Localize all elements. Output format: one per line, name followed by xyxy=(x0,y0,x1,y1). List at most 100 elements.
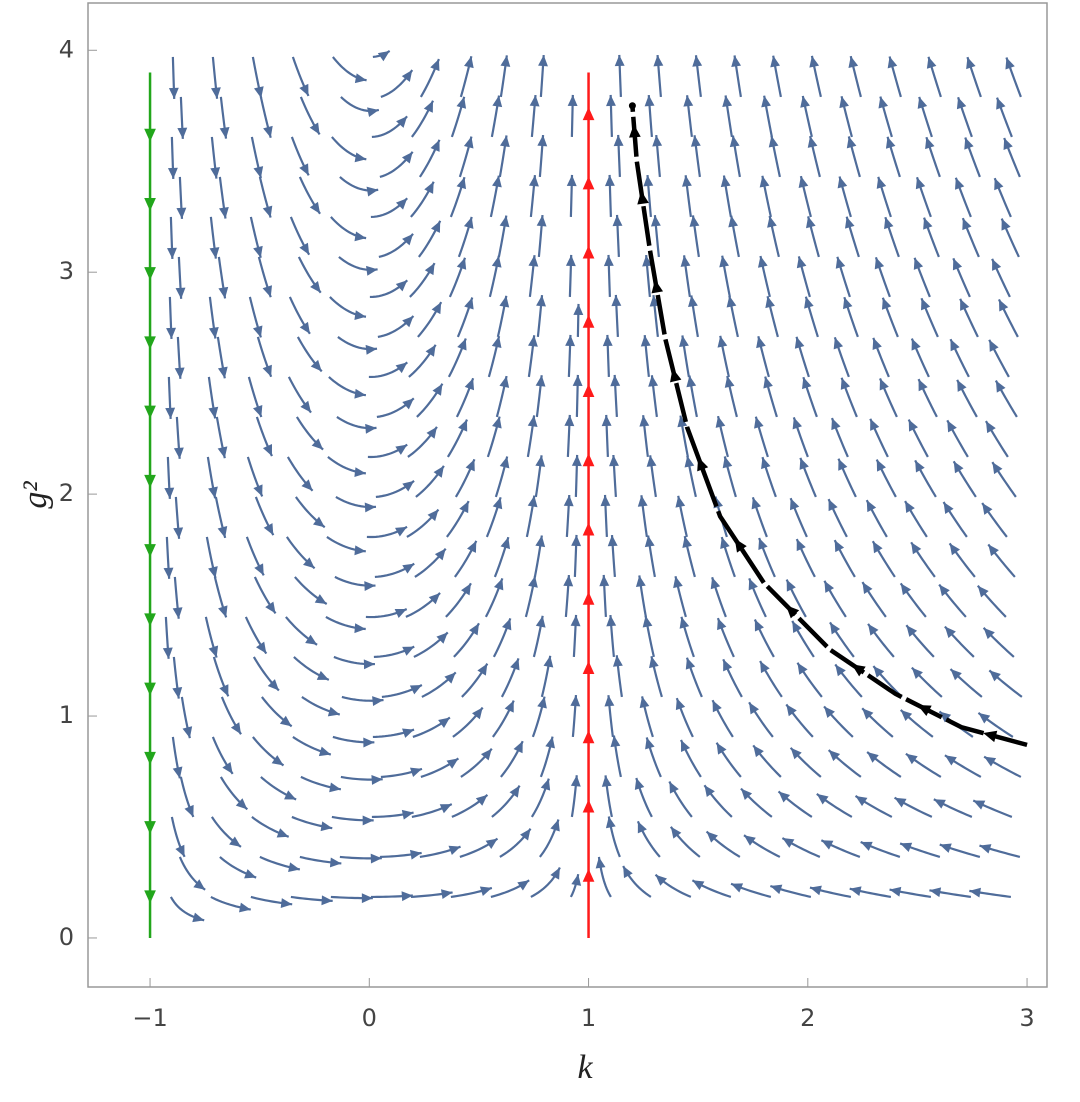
arrowhead xyxy=(650,215,661,227)
arrowhead xyxy=(607,535,618,547)
arrowhead xyxy=(174,367,185,379)
arrowhead xyxy=(876,459,886,472)
arrowhead xyxy=(866,500,877,513)
arrowhead xyxy=(222,762,233,774)
arrowhead xyxy=(582,868,595,882)
arrowhead xyxy=(448,845,461,856)
arrowhead xyxy=(606,615,617,627)
arrowhead xyxy=(697,457,709,472)
arrowhead xyxy=(835,256,846,269)
arrowhead xyxy=(992,462,1003,475)
arrowhead xyxy=(537,696,547,709)
arrowhead xyxy=(790,747,802,760)
arrowhead xyxy=(582,176,595,190)
arrowhead xyxy=(989,339,999,352)
arrowhead xyxy=(535,375,546,387)
arrowhead xyxy=(944,755,957,766)
arrowhead xyxy=(395,526,408,537)
arrowhead xyxy=(720,175,731,188)
arrowhead xyxy=(786,579,796,592)
arrowhead xyxy=(430,220,441,233)
arrowhead xyxy=(989,670,1001,682)
arrowhead xyxy=(409,849,422,860)
arrowhead xyxy=(265,601,276,614)
arrowhead xyxy=(876,176,887,189)
arrowhead xyxy=(305,634,318,645)
arrowhead xyxy=(262,205,273,218)
arrowhead xyxy=(792,620,802,633)
arrowhead xyxy=(219,684,229,697)
arrowhead xyxy=(167,167,178,179)
arrowhead xyxy=(604,174,615,187)
arrowhead xyxy=(396,116,408,128)
arrowhead xyxy=(833,337,844,350)
arrowhead xyxy=(684,455,695,468)
arrowhead xyxy=(165,407,176,419)
arrowhead xyxy=(456,257,467,270)
arrowhead xyxy=(168,87,179,99)
arrowhead xyxy=(144,544,156,558)
arrowhead xyxy=(279,715,292,727)
arrowhead xyxy=(423,100,433,113)
arrowhead xyxy=(734,538,747,553)
arrowhead xyxy=(299,242,310,255)
arrowhead xyxy=(979,844,992,854)
arrowhead xyxy=(717,618,727,631)
arrowhead xyxy=(434,548,446,561)
arrowhead xyxy=(528,255,539,267)
arrowhead xyxy=(988,544,999,557)
arrowhead xyxy=(838,458,848,471)
arrowhead xyxy=(354,545,366,556)
arrowhead xyxy=(843,297,853,310)
arrowhead xyxy=(299,163,309,176)
arrowhead xyxy=(299,321,310,334)
arrowhead xyxy=(712,700,722,713)
arrowhead xyxy=(998,299,1009,312)
arrowhead xyxy=(720,537,730,549)
arrowhead xyxy=(426,426,437,439)
arrowhead xyxy=(690,135,701,147)
arrowhead xyxy=(444,672,456,684)
arrowhead xyxy=(367,107,379,118)
arrowhead xyxy=(950,669,962,681)
arrowhead xyxy=(606,94,616,107)
arrowhead xyxy=(757,255,768,268)
arrowhead xyxy=(253,405,263,418)
arrowhead xyxy=(837,176,848,189)
arrowhead xyxy=(465,459,475,472)
arrowhead xyxy=(839,96,849,109)
arrowhead xyxy=(984,756,997,767)
arrowhead xyxy=(645,737,655,750)
arrowhead xyxy=(759,175,770,188)
arrowhead xyxy=(692,880,705,891)
arrowhead xyxy=(582,660,595,674)
arrowhead xyxy=(173,527,184,539)
arrowhead xyxy=(402,480,415,492)
arrowhead xyxy=(637,190,649,205)
arrowhead xyxy=(992,258,1002,271)
arrowhead xyxy=(599,574,610,587)
arrowhead xyxy=(653,55,664,67)
arrowhead xyxy=(648,375,659,387)
arrowhead xyxy=(851,664,866,677)
arrowhead xyxy=(646,455,657,467)
arrowhead xyxy=(612,214,623,227)
arrowhead xyxy=(682,175,692,187)
arrowhead xyxy=(354,623,366,634)
arrowhead xyxy=(582,314,595,328)
arrowhead xyxy=(173,447,184,459)
arrowhead xyxy=(365,423,377,434)
arrowhead xyxy=(424,181,434,194)
arrowhead xyxy=(176,207,187,219)
arrowhead xyxy=(300,400,312,413)
arrowhead xyxy=(535,615,546,628)
arrowhead xyxy=(361,893,373,904)
arrowhead xyxy=(467,540,477,553)
arrowhead xyxy=(425,344,436,357)
arrowhead xyxy=(144,267,156,281)
arrowhead xyxy=(637,821,647,834)
arrowhead xyxy=(219,206,229,219)
arrowhead xyxy=(538,55,548,67)
arrowhead xyxy=(463,216,474,229)
arrowhead xyxy=(430,139,440,152)
